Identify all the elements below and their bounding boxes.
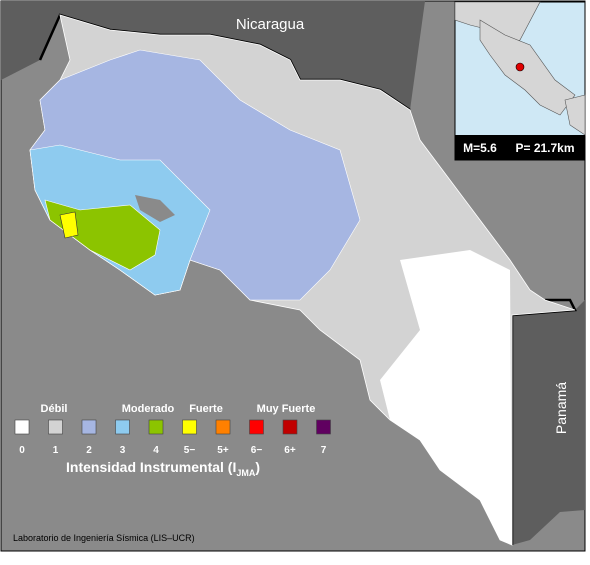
legend-swatch bbox=[14, 419, 30, 435]
inset-bar bbox=[455, 135, 585, 160]
legend-swatch bbox=[81, 419, 97, 435]
legend-title-sub: JMA bbox=[236, 468, 256, 478]
legend-label: 5+ bbox=[217, 445, 229, 456]
legend-swatch bbox=[48, 419, 63, 435]
region-intensity-5 bbox=[59, 211, 79, 239]
legend-label: 4 bbox=[153, 445, 159, 456]
region-intensity-0 bbox=[380, 250, 512, 545]
legend-group: Moderado bbox=[122, 403, 175, 415]
country-label: Panamá bbox=[553, 382, 569, 434]
legend-swatch bbox=[115, 419, 130, 435]
legend-group: Fuerte bbox=[189, 403, 223, 415]
legend-label: 2 bbox=[86, 445, 92, 456]
legend-label: 7 bbox=[321, 445, 327, 456]
legend-title-end: ) bbox=[255, 459, 260, 475]
legend-swatch bbox=[182, 419, 197, 435]
depth: P= 21.7km bbox=[515, 141, 574, 155]
legend-swatch bbox=[316, 419, 331, 435]
legend-swatch bbox=[282, 419, 298, 435]
magnitude: M=5.6 bbox=[463, 141, 497, 155]
footer: Laboratorio de Ingeniería Sísmica (LIS–U… bbox=[13, 533, 195, 543]
legend-label: 6− bbox=[251, 445, 263, 456]
legend-swatch bbox=[249, 419, 264, 435]
inset-land bbox=[479, 19, 576, 116]
gulf-of-nicoya bbox=[135, 195, 175, 222]
legend-title: Intensidad Instrumental (IJMA) bbox=[66, 459, 260, 478]
legend-group: Muy Fuerte bbox=[257, 403, 316, 415]
legend-label: 0 bbox=[19, 445, 25, 456]
epicenter bbox=[515, 62, 525, 72]
country-label: Nicaragua bbox=[236, 16, 305, 33]
legend-swatch bbox=[215, 419, 231, 435]
legend-label: 5− bbox=[184, 445, 196, 456]
legend-label: 6+ bbox=[284, 445, 296, 456]
legend-label: 1 bbox=[53, 445, 59, 456]
inset-map: M=5.6 P= 21.7km bbox=[454, 1, 586, 161]
legend-group: Débil bbox=[41, 403, 68, 415]
panama-land bbox=[512, 300, 585, 545]
legend-label: 3 bbox=[120, 445, 126, 456]
legend: Débil Moderado Fuerte Muy Fuerte 0 1 2 3 4 5− 5+ 6−… bbox=[14, 403, 331, 478]
legend-title-main: Intensidad Instrumental (I bbox=[66, 459, 236, 475]
legend-swatch bbox=[148, 419, 164, 435]
